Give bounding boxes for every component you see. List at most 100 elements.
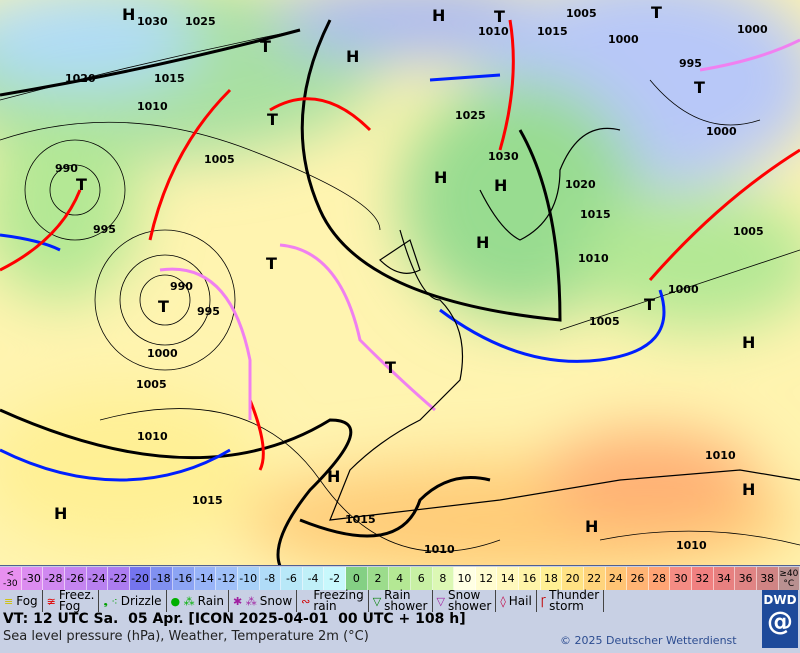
scale-cell: 8 [432,567,455,590]
snow-shower-icon: ▽ [436,594,445,608]
legend-item: ▽ Rain shower [369,589,433,612]
scale-cell: ≥40 °C [778,567,800,590]
low-pressure-label: T [644,295,655,314]
low-pressure-label: T [266,254,277,273]
pressure-label: 1015 [154,72,185,85]
rain-shower-icon: ▽ [372,594,382,608]
coastlines [329,127,800,521]
high-pressure-label: H [122,5,136,24]
warm-front [269,97,372,132]
scale-cell: 18 [540,567,563,590]
scale-cell: 14 [497,567,519,590]
weather-legend: ≡ Fog ≆ Freez. Fog ❟ ⁖ Drizzle ● ⁂ Rain ✱ ⁂ Snow ∾… [0,588,760,613]
pressure-label: 1010 [137,430,168,443]
fog-icon: ≡ [4,594,14,608]
scale-cell: 10 [454,567,476,590]
pressure-label: 1005 [136,378,167,391]
freezing-rain-icon: ∾ [301,594,311,608]
scale-cell: -30 [21,567,44,590]
freezing-fog-icon: ≆ [46,594,56,608]
high-pressure-label: H [585,517,599,536]
scale-cell: -16 [173,567,195,590]
scale-cell: -20 [129,567,152,590]
pressure-label: 1000 [706,125,737,138]
scale-cell: 38 [756,567,779,590]
scale-cell: 12 [475,567,498,590]
occlusion [159,267,252,420]
legend-item: ✱ ⁂ Snow [229,590,298,612]
low-pressure-label: T [260,37,271,56]
warm-front [148,88,232,241]
pressure-label: 1010 [676,539,707,552]
pressure-label: 1010 [578,252,609,265]
high-pressure-label: H [327,467,341,486]
scale-cell: 20 [562,567,584,590]
pressure-label: 1005 [566,7,597,20]
legend-item: ▽ Snow shower [433,589,497,612]
pressure-label: 1005 [589,315,620,328]
legend-item: ● ⁂ Rain [167,590,230,612]
legend-label: Drizzle [120,593,162,608]
low-pressure-label: T [651,3,662,22]
pressure-label: 1000 [737,23,768,36]
pressure-label: 990 [55,162,78,175]
pressure-label: 1025 [185,15,216,28]
low-pressure-label: T [267,110,278,129]
temperature-color-scale: < -30 -30 -28 -26 -24 -22 -20 -18 -16 -14 -12 -10 -8… [0,567,800,590]
low-pressure-label: T [385,358,396,377]
scale-cell: -12 [216,567,238,590]
pressure-label: 1020 [565,178,596,191]
scale-cell: 24 [605,567,628,590]
legend-label: Thunder storm [549,588,600,613]
pressure-label: 995 [197,305,220,318]
pressure-label: 995 [93,223,116,236]
high-pressure-label: H [432,6,446,25]
pressure-label: 1015 [537,25,568,38]
low-pressure-label: T [76,175,87,194]
scale-cell: -10 [237,567,260,590]
warm-front [248,399,265,471]
scale-cell: < -30 [0,567,22,590]
pressure-label: 1015 [345,513,376,526]
weather-map: 1030 1025 1020 1015 1010 1005 1000 995 9… [0,0,800,566]
pressure-label: 1025 [455,109,486,122]
legend-item: ∾ Freezing rain [297,589,369,612]
legend-item: ◊ Hail [496,590,537,612]
scale-cell: -26 [64,567,87,590]
occlusion [279,243,436,412]
warm-front [498,19,515,151]
scale-cell: 32 [692,567,714,590]
low-pressure-label: T [694,78,705,97]
scale-cell: 34 [713,567,736,590]
pressure-label: 1030 [137,15,168,28]
hail-icon: ◊ [500,594,506,608]
legend-item: ❟ ⁖ Drizzle [99,590,167,612]
pressure-label: 1030 [488,150,519,163]
scale-cell: -2 [324,567,346,590]
legend-label: Freez. Fog [58,588,95,613]
pressure-label: 1005 [733,225,764,238]
map-canvas [0,0,800,565]
rain-icon: ● ⁂ [170,594,195,608]
pressure-label: 1020 [65,72,96,85]
scale-cell: 26 [627,567,649,590]
legend-item: Ꞅ Thunder storm [537,588,605,613]
scale-cell: -4 [302,567,325,590]
low-pressure-label: T [494,7,505,26]
pressure-label: 1010 [705,449,736,462]
scale-cell: -28 [43,567,65,590]
high-pressure-label: H [434,168,448,187]
scale-cell: -18 [151,567,173,590]
legend-item: ≆ Freez. Fog [43,588,100,613]
logo-text: DWD [763,593,797,607]
pressure-label: 1015 [580,208,611,221]
spiral-icon: @ [767,607,793,637]
main-isobars [0,19,562,565]
cold-front [439,289,666,363]
warm-front [648,148,800,281]
high-pressure-label: H [476,233,490,252]
scale-cell: 4 [389,567,411,590]
pressure-label: 1000 [147,347,178,360]
pressure-label: 1000 [668,283,699,296]
pressure-label: 995 [679,57,702,70]
